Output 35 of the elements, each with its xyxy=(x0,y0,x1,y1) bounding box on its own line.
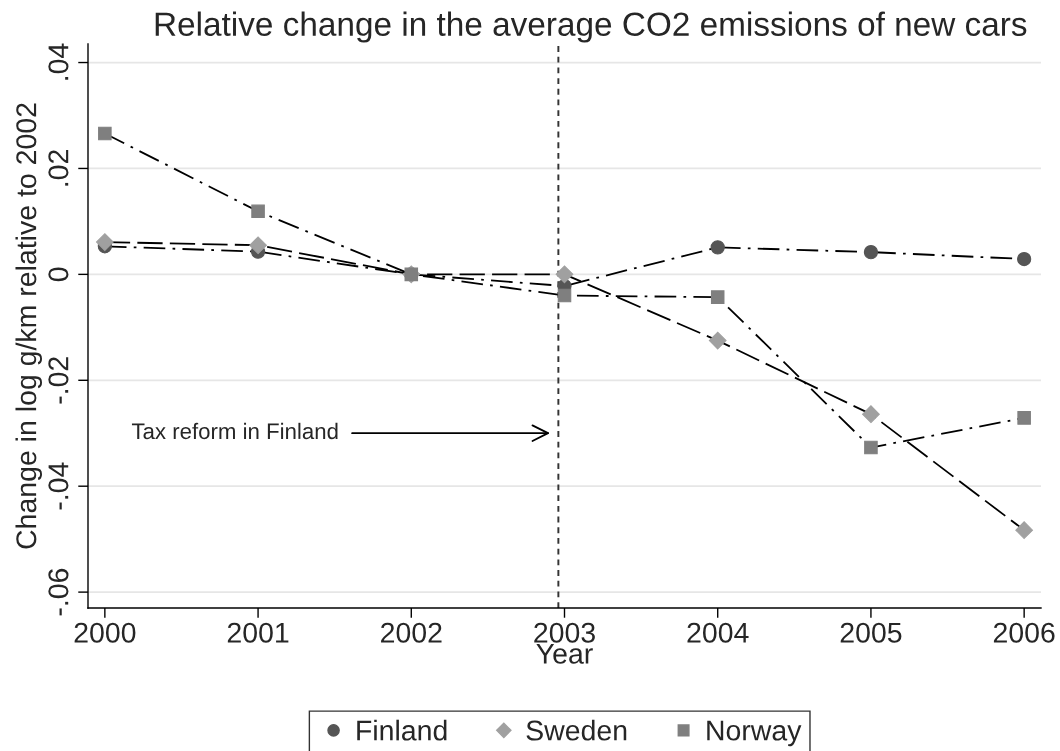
point xyxy=(863,245,879,260)
point xyxy=(251,204,265,219)
point xyxy=(95,233,114,251)
x-tick-label: 2003 xyxy=(534,622,595,643)
x-tick-label: 2005 xyxy=(840,622,902,643)
point xyxy=(708,331,727,350)
x-tick-label: 2006 xyxy=(993,622,1055,643)
y-tick-label: -.06 xyxy=(48,568,69,616)
legend-label: Finland xyxy=(357,719,447,741)
x-tick-label: 2002 xyxy=(381,622,442,643)
y-tick-label: 0 xyxy=(48,267,69,282)
x-tick-label: 2001 xyxy=(227,622,289,643)
y-axis-title: Change in log g/km relative to 2002 xyxy=(15,103,43,549)
point xyxy=(98,126,112,141)
x-tick-label: 2000 xyxy=(74,622,136,643)
point xyxy=(864,440,878,455)
y-tick-label: .04 xyxy=(48,43,69,80)
y-tick-label: -.02 xyxy=(48,357,69,404)
point xyxy=(710,290,725,304)
legend-label: Sweden xyxy=(526,719,627,741)
point xyxy=(1015,521,1034,540)
point xyxy=(710,240,725,255)
point xyxy=(557,288,572,303)
point xyxy=(1017,411,1031,425)
legend-label: Norway xyxy=(707,720,802,747)
annotation: Tax reform in Finland xyxy=(131,422,338,440)
point xyxy=(862,405,880,424)
y-tick-label: .02 xyxy=(48,150,69,186)
point xyxy=(249,236,267,255)
y-tick-label: -.04 xyxy=(48,462,69,510)
chart-title: Relative change in the average CO2 emissions of new cars xyxy=(155,11,1027,43)
x-axis-title: Year xyxy=(536,643,593,664)
point xyxy=(555,265,574,284)
point xyxy=(1017,251,1032,267)
x-tick-label: 2004 xyxy=(687,622,749,643)
